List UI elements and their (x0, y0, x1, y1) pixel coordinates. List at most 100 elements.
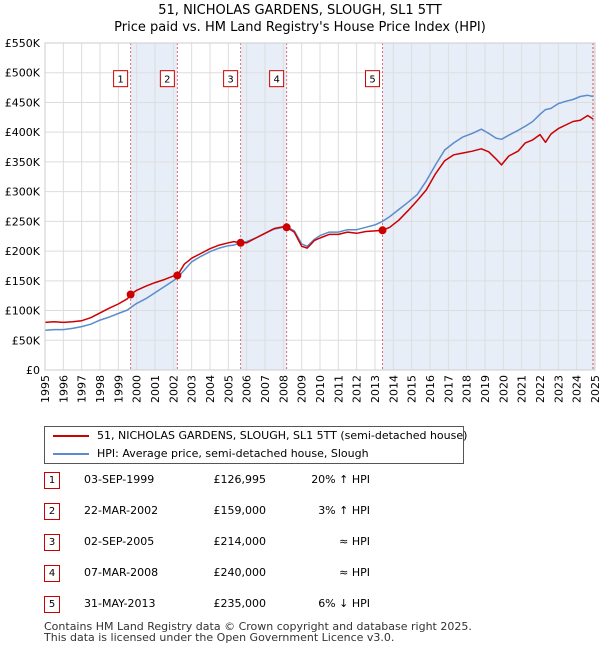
shaded-span (240, 43, 287, 370)
price-chart: 1 2 3 4 5 £0 £50K £100K £150K £200K £250K £300K £35… (5, 37, 600, 403)
series-line-hpi (44, 94, 594, 331)
chart-subtitle: Price paid vs. HM Land Registry's House … (114, 20, 486, 35)
plot-frame (44, 42, 596, 371)
shaded-span (382, 43, 595, 370)
x-tick-label: 2006 (241, 375, 254, 403)
x-tick-label: 2024 (571, 375, 584, 403)
y-tick-label: £400K (5, 126, 41, 139)
x-tick-label: 2004 (204, 375, 217, 403)
sale-label-box (223, 70, 239, 88)
y-tick-label: £150K (5, 275, 41, 288)
x-tick-label: 2014 (387, 375, 400, 403)
y-tick-label: £350K (5, 156, 41, 169)
x-tick-label: 2003 (186, 375, 199, 403)
x-tick-label: 2015 (406, 375, 419, 403)
footer-line-2: This data is licensed under the Open Gov… (44, 631, 395, 644)
sale-date: 07-MAR-2008 (84, 566, 159, 579)
legend-swatch-property (53, 435, 89, 437)
sale-markers-lines (130, 43, 594, 370)
y-tick-label: £450K (5, 96, 41, 109)
y-tick-label: £550K (5, 37, 41, 50)
y-tick-label: £500K (5, 67, 41, 80)
x-tick-label: 2000 (131, 375, 144, 403)
sale-point (236, 238, 245, 247)
x-tick-label: 2002 (167, 375, 180, 403)
sale-row: 2 22-MAR-2002 £159,000 3% ↑ HPI (44, 501, 464, 521)
y-tick-label: £300K (5, 186, 41, 199)
y-tick-label: £100K (5, 305, 41, 318)
x-tick-label: 2008 (277, 375, 290, 403)
sale-point (282, 223, 291, 232)
footer-attribution: Contains HM Land Registry data © Crown c… (44, 621, 472, 643)
sale-date: 31-MAY-2013 (84, 597, 156, 610)
legend-swatch-hpi (53, 453, 89, 455)
footer-line-1: Contains HM Land Registry data © Crown c… (44, 620, 472, 633)
sale-points (126, 223, 387, 299)
x-tick-label: 2012 (351, 375, 364, 403)
x-tick-label: 2009 (296, 375, 309, 403)
x-tick-label: 2011 (332, 375, 345, 403)
x-tick-label: 2025 (589, 375, 600, 403)
series-line-property (44, 114, 594, 324)
chart-title: 51, NICHOLAS GARDENS, SLOUGH, SL1 5TT (158, 3, 442, 18)
x-tick-label: 2023 (552, 375, 565, 403)
sale-label-number: 1 (117, 75, 123, 86)
x-tick-label: 2007 (259, 375, 272, 403)
sale-date: 22-MAR-2002 (84, 504, 159, 517)
x-tick-label: 2022 (534, 375, 547, 403)
sale-hpi-comparison: ≈ HPI (339, 566, 370, 579)
sale-price: £159,000 (213, 504, 267, 517)
sale-label-number: 5 (369, 75, 375, 86)
x-tick-label: 1996 (57, 375, 70, 403)
sale-row: 3 02-SEP-2005 £214,000 ≈ HPI (44, 532, 464, 552)
y-tick-label: £0 (26, 364, 40, 377)
chart-title-block: 51, NICHOLAS GARDENS, SLOUGH, SL1 5TT Pr… (0, 2, 600, 36)
y-tick-label: £200K (5, 245, 41, 258)
sale-label-box (113, 70, 129, 88)
sale-point (173, 271, 182, 280)
sale-hpi-comparison: 20% ↑ HPI (311, 473, 370, 486)
x-tick-label: 1995 (39, 375, 52, 403)
sale-date: 03-SEP-1999 (84, 473, 155, 486)
sale-hpi-comparison: 3% ↑ HPI (318, 504, 370, 517)
sale-label-number: 4 (273, 75, 279, 86)
sale-number-badge: 2 (44, 503, 60, 520)
x-tick-label: 2019 (479, 375, 492, 403)
x-tick-label: 1999 (112, 375, 125, 403)
x-tick-label: 2020 (497, 375, 510, 403)
sale-number-badge: 5 (44, 596, 60, 613)
sale-label-box (269, 70, 285, 88)
sale-hpi-comparison: 6% ↓ HPI (318, 597, 370, 610)
sale-price: £235,000 (213, 597, 267, 610)
y-tick-label: £50K (12, 334, 41, 347)
sale-number-badge: 1 (44, 472, 60, 489)
chart-axes: £0 £50K £100K £150K £200K £250K £300K £350K £400… (5, 37, 600, 403)
x-tick-label: 2016 (424, 375, 437, 403)
sale-number-badge: 3 (44, 534, 60, 551)
sale-label-box (159, 70, 175, 88)
sale-row: 5 31-MAY-2013 £235,000 6% ↓ HPI (44, 594, 464, 614)
sale-date: 02-SEP-2005 (84, 535, 155, 548)
sale-row: 1 03-SEP-1999 £126,995 20% ↑ HPI (44, 470, 464, 490)
sale-row: 4 07-MAR-2008 £240,000 ≈ HPI (44, 563, 464, 583)
x-tick-label: 1998 (94, 375, 107, 403)
sale-label-box (365, 70, 381, 88)
chart-series (44, 94, 594, 331)
legend-label-hpi: HPI: Average price, semi-detached house,… (97, 447, 369, 460)
x-tick-label: 2013 (369, 375, 382, 403)
shaded-span (130, 43, 178, 370)
y-tick-label: £250K (5, 215, 41, 228)
x-tick-label: 1997 (76, 375, 89, 403)
sale-hpi-comparison: ≈ HPI (339, 535, 370, 548)
sale-price: £240,000 (213, 566, 267, 579)
chart-grid (44, 42, 596, 371)
sale-point (378, 226, 387, 235)
sale-label-boxes: 1 2 3 4 5 (113, 70, 381, 88)
sale-point (126, 290, 135, 299)
chart-legend: 51, NICHOLAS GARDENS, SLOUGH, SL1 5TT (s… (44, 426, 468, 464)
x-tick-label: 2017 (442, 375, 455, 403)
x-tick-label: 2018 (461, 375, 474, 403)
x-tick-label: 2010 (314, 375, 327, 403)
x-tick-label: 2005 (222, 375, 235, 403)
legend-label-property: 51, NICHOLAS GARDENS, SLOUGH, SL1 5TT (s… (97, 429, 468, 442)
